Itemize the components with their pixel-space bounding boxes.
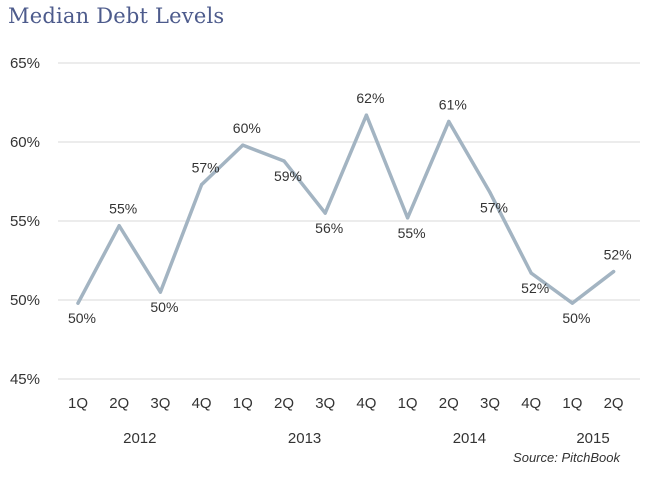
data-label: 52% bbox=[604, 247, 632, 263]
y-tick-label: 55% bbox=[10, 213, 40, 230]
data-label: 55% bbox=[398, 225, 426, 241]
x-tick-label: 4Q bbox=[521, 395, 541, 412]
data-label: 61% bbox=[439, 96, 467, 112]
data-point bbox=[76, 301, 80, 305]
year-labels: 2012 2013 2014 2015 bbox=[123, 430, 610, 447]
data-label: 57% bbox=[480, 200, 508, 216]
y-tick-label: 65% bbox=[10, 55, 40, 72]
data-point bbox=[241, 143, 245, 147]
data-point bbox=[117, 224, 121, 228]
data-label: 62% bbox=[356, 90, 384, 106]
data-label: 55% bbox=[109, 201, 137, 217]
y-tick-label: 50% bbox=[10, 292, 40, 309]
data-point bbox=[282, 159, 286, 163]
year-label: 2013 bbox=[288, 430, 321, 447]
x-tick-label: 4Q bbox=[356, 395, 376, 412]
data-point bbox=[406, 216, 410, 220]
x-tick-label: 1Q bbox=[233, 395, 253, 412]
data-label: 57% bbox=[192, 160, 220, 176]
data-labels: 50% 55% 50% 57% 60% 59% 56% 62% 55% 61% 57% 52% 50% 5… bbox=[68, 90, 632, 326]
data-point bbox=[570, 301, 575, 305]
data-point bbox=[364, 113, 368, 117]
x-tick-label: 4Q bbox=[192, 395, 212, 412]
data-point bbox=[200, 183, 204, 187]
x-tick-label: 2Q bbox=[439, 395, 459, 412]
gridlines bbox=[58, 62, 640, 380]
series-line bbox=[76, 113, 616, 305]
data-label: 60% bbox=[233, 120, 261, 136]
source-note: Source: PitchBook bbox=[513, 450, 620, 465]
data-point bbox=[447, 119, 451, 124]
x-tick-label: 3Q bbox=[480, 395, 500, 412]
x-tick-label: 1Q bbox=[68, 395, 88, 412]
y-axis-ticks: 45% 50% 55% 60% 65% bbox=[10, 55, 40, 388]
data-label: 50% bbox=[562, 310, 590, 326]
data-label: 52% bbox=[521, 280, 549, 296]
x-tick-label: 3Q bbox=[315, 395, 335, 412]
year-label: 2014 bbox=[453, 430, 486, 447]
x-tick-label: 1Q bbox=[562, 395, 582, 412]
data-label: 59% bbox=[274, 168, 302, 184]
data-label: 50% bbox=[68, 310, 96, 326]
x-tick-label: 2Q bbox=[274, 395, 294, 412]
year-label: 2015 bbox=[576, 430, 609, 447]
year-label: 2012 bbox=[123, 430, 156, 447]
data-point bbox=[323, 211, 327, 215]
y-tick-label: 60% bbox=[10, 134, 40, 151]
data-point bbox=[158, 290, 162, 294]
data-point bbox=[612, 269, 616, 274]
y-tick-label: 45% bbox=[10, 371, 40, 388]
x-tick-label: 3Q bbox=[150, 395, 170, 412]
data-label: 50% bbox=[150, 299, 178, 315]
x-tick-label: 1Q bbox=[398, 395, 418, 412]
data-label: 56% bbox=[315, 220, 343, 236]
x-tick-label: 2Q bbox=[604, 395, 624, 412]
data-point bbox=[488, 190, 492, 195]
data-point bbox=[529, 271, 533, 275]
x-tick-label: 2Q bbox=[109, 395, 129, 412]
x-axis-ticks: 1Q 2Q 3Q 4Q 1Q 2Q 3Q 4Q 1Q 2Q 3Q 4Q 1Q 2Q bbox=[68, 395, 624, 412]
series-line-path bbox=[76, 113, 616, 305]
chart-title: Median Debt Levels bbox=[8, 4, 225, 28]
